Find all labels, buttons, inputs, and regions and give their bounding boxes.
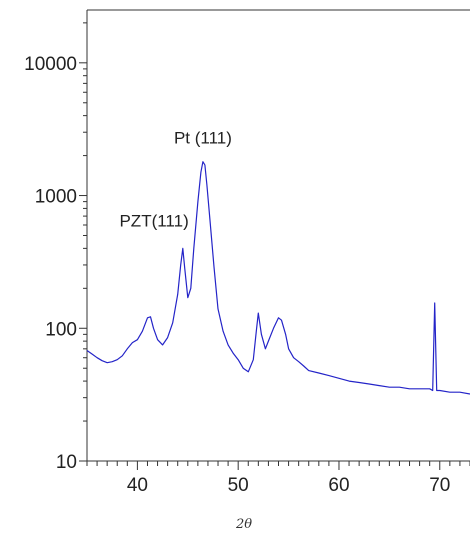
peak-annotation-pzt111: PZT(111) <box>119 211 188 230</box>
y-tick-label: 1000 <box>35 187 77 208</box>
x-tick-label: 50 <box>228 475 249 496</box>
y-tick-label: 10000 <box>24 54 77 75</box>
x-tick-label: 60 <box>328 475 349 496</box>
x-tick-label: 70 <box>429 475 450 496</box>
x-axis-label: 2θ <box>235 517 252 532</box>
x-tick-label: 40 <box>127 475 148 496</box>
y-ticks: 10 100 1000 10000 <box>24 22 87 473</box>
x-ticks: 40 50 60 70 <box>86 461 470 496</box>
peak-annotation-pt111: Pt (111) <box>174 129 232 148</box>
series-layer <box>86 161 470 395</box>
y-tick-label: 10 <box>56 452 77 473</box>
xrd-series-line <box>86 161 470 395</box>
y-tick-label: 100 <box>45 319 77 340</box>
plot-frame <box>86 9 470 462</box>
annotation-layer: Pt (111) PZT(111) <box>119 129 231 231</box>
